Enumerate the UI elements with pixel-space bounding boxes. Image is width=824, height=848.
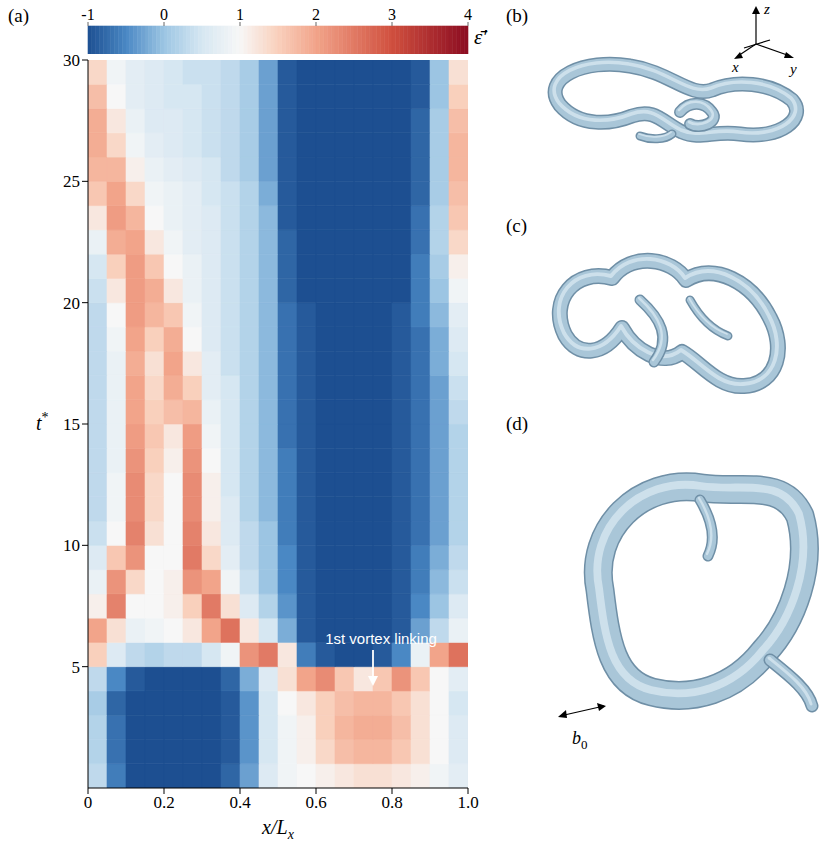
svg-text:x: x [731,59,739,75]
svg-text:0.4: 0.4 [229,793,251,812]
svg-text:1: 1 [236,6,244,23]
svg-text:1.0: 1.0 [457,793,478,812]
svg-text:(d): (d) [506,413,528,435]
svg-text:(c): (c) [506,215,527,237]
svg-text:5: 5 [72,658,81,677]
svg-text:(a): (a) [8,5,29,27]
svg-text:0.8: 0.8 [381,793,402,812]
svg-text:0: 0 [160,6,168,23]
svg-text:b0: b0 [572,728,588,752]
svg-text:y: y [788,61,797,77]
svg-text:t*: t* [36,410,49,434]
svg-text:(b): (b) [506,5,528,27]
svg-text:20: 20 [63,294,80,313]
svg-text:x/Lx: x/Lx [261,816,295,842]
svg-text:30: 30 [63,51,80,70]
svg-text:4: 4 [464,6,472,23]
svg-text:1st vortex linking: 1st vortex linking [325,630,437,647]
svg-text:25: 25 [63,172,80,191]
svg-text:0.6: 0.6 [305,793,326,812]
svg-text:3: 3 [388,6,396,23]
svg-text:15: 15 [63,415,80,434]
svg-text:0: 0 [84,793,93,812]
svg-text:z: z [763,1,770,17]
svg-text:2: 2 [312,6,320,23]
svg-text:10: 10 [63,536,80,555]
svg-text:-1: -1 [81,6,94,23]
svg-text:0.2: 0.2 [153,793,174,812]
svg-text:ε̄′: ε̄′ [474,25,488,49]
